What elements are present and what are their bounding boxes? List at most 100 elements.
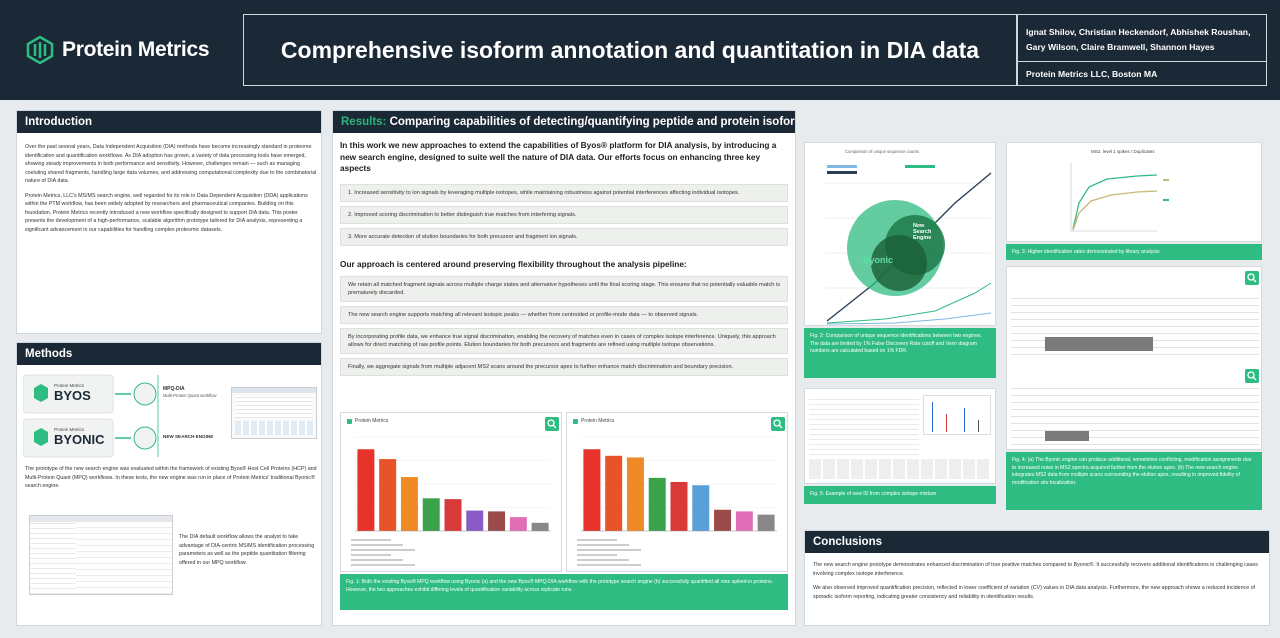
fig2-title: Comparison of unique sequence counts bbox=[845, 149, 919, 154]
fig3-caption: Fig. 3: Higher identification rates demo… bbox=[1006, 244, 1262, 260]
results-heading: Results: Comparing capabilities of detec… bbox=[333, 111, 795, 133]
fig2-caption: Fig. 2: Comparison of unique sequence id… bbox=[804, 328, 996, 378]
bar bbox=[757, 514, 775, 531]
fig3-line-chart bbox=[1070, 163, 1169, 232]
legend-entry bbox=[351, 539, 391, 541]
fig1-panel-b: Protein Metrics bbox=[566, 412, 788, 572]
magnifier-icon bbox=[1247, 273, 1257, 283]
list-item: 2. Improved scoring discrimination to be… bbox=[340, 206, 788, 224]
bar bbox=[692, 485, 710, 531]
authors-box: Ignat Shilov, Christian Heckendorf, Abhi… bbox=[1017, 14, 1267, 86]
authors: Ignat Shilov, Christian Heckendorf, Abhi… bbox=[1026, 27, 1251, 52]
legend-entry bbox=[351, 564, 415, 566]
list-item: 3. More accurate detection of elution bo… bbox=[340, 228, 788, 246]
bar bbox=[531, 522, 549, 531]
fig1a-bar-chart bbox=[351, 436, 551, 566]
list-item: 1. Increased sensitivity to ion signals … bbox=[340, 184, 788, 202]
results-lead: In this work we new approaches to extend… bbox=[340, 140, 777, 173]
fig4-caption: Fig. 4: (a) The Byonic engine can produc… bbox=[1006, 452, 1262, 510]
approach-list: We retain all matched fragment signals a… bbox=[340, 276, 788, 380]
fig-brand-label: Protein Metrics bbox=[581, 418, 615, 424]
zoom-button[interactable] bbox=[545, 417, 559, 431]
fig4b-table bbox=[1011, 387, 1259, 445]
bar bbox=[735, 511, 753, 531]
introduction-card: Introduction Over the past several years… bbox=[16, 110, 322, 334]
conclusions-text: The new search engine prototype demonstr… bbox=[813, 561, 1263, 607]
bar bbox=[488, 511, 506, 531]
bar bbox=[466, 510, 484, 531]
fig-brand: Protein Metrics bbox=[347, 418, 388, 424]
fig1b-bar-chart bbox=[577, 436, 777, 566]
byos-small-label: Protein Metrics bbox=[54, 383, 85, 388]
spectrum-plot bbox=[923, 395, 991, 435]
legend-entry bbox=[351, 544, 403, 546]
legend-entry bbox=[577, 539, 617, 541]
zoom-button[interactable] bbox=[1245, 271, 1259, 285]
introduction-text: Over the past several years, Data Indepe… bbox=[25, 143, 317, 240]
list-item: The new search engine supports matching … bbox=[340, 306, 788, 324]
legend-entry bbox=[577, 549, 641, 551]
poster-title: Comprehensive isoform annotation and qua… bbox=[280, 36, 980, 63]
affiliation: Protein Metrics LLC, Boston MA bbox=[1026, 69, 1158, 79]
list-item: By incorporating profile data, we enhanc… bbox=[340, 328, 788, 354]
legend-entry bbox=[577, 554, 617, 556]
magnifier-icon bbox=[547, 419, 557, 429]
bar bbox=[422, 498, 440, 531]
mpq-label: MPQ-DIA bbox=[163, 386, 185, 392]
bar bbox=[626, 457, 644, 531]
fig3-panel: MS2, level 1 spikes / Duplicates bbox=[1006, 142, 1262, 242]
fig3-title: MS2, level 1 spikes / Duplicates bbox=[1091, 149, 1155, 154]
venn-byonic-label: Byonic bbox=[863, 255, 894, 265]
introduction-heading: Introduction bbox=[17, 111, 321, 133]
magnifier-icon bbox=[773, 419, 783, 429]
bar bbox=[583, 449, 601, 531]
fig5-caption: Fig. 5: Example of new ID from complex i… bbox=[804, 486, 996, 504]
bar bbox=[357, 449, 375, 531]
mpq-sub-label: Multi-Protein Quant workflow bbox=[163, 393, 217, 398]
screenshot-thumbnail bbox=[231, 387, 317, 439]
bar bbox=[605, 455, 623, 531]
divider bbox=[1018, 61, 1266, 62]
methods-paragraph: The DIA default workflow allows the anal… bbox=[179, 534, 315, 566]
protein-metrics-logo-icon bbox=[26, 36, 54, 64]
conclusions-paragraph: We also observed improved quantification… bbox=[813, 585, 1256, 600]
results-heading-bold: Results: bbox=[341, 116, 387, 128]
fig-brand: Protein Metrics bbox=[573, 418, 614, 424]
poster-header: Protein Metrics Comprehensive isoform an… bbox=[0, 0, 1280, 100]
zoom-button[interactable] bbox=[1245, 369, 1259, 383]
byonic-label: BYONIC bbox=[54, 432, 105, 447]
venn-new-engine-label: New Search Engine bbox=[913, 223, 932, 241]
new-engine-label: NEW SEARCH ENGINE bbox=[163, 434, 214, 439]
results-heading-text: Comparing capabilities of detecting/quan… bbox=[386, 116, 795, 128]
bar bbox=[509, 517, 527, 531]
approach-heading: Our approach is centered around preservi… bbox=[340, 259, 687, 269]
legend-entry bbox=[577, 559, 629, 561]
zoom-button[interactable] bbox=[771, 417, 785, 431]
fig-brand-label: Protein Metrics bbox=[355, 418, 389, 424]
legend-entry bbox=[351, 549, 415, 551]
title-box: Comprehensive isoform annotation and qua… bbox=[243, 14, 1017, 86]
bar bbox=[670, 481, 688, 531]
brand-logo-icon bbox=[573, 418, 578, 424]
methods-heading: Methods bbox=[17, 343, 321, 365]
fig1-caption: Fig. 1: Both the existing Byos® MPQ work… bbox=[340, 574, 788, 610]
aspects-list: 1. Increased sensitivity to ion signals … bbox=[340, 184, 788, 250]
bar bbox=[714, 509, 732, 531]
legend-entry bbox=[577, 544, 629, 546]
brand-name: Protein Metrics bbox=[62, 38, 210, 61]
bar bbox=[444, 499, 462, 531]
workflow-diagram-graphic bbox=[22, 374, 159, 458]
fig1-panel-a: Protein Metrics bbox=[340, 412, 562, 572]
methods-paragraph: The prototype of the new search engine w… bbox=[25, 466, 317, 489]
brand-logo: Protein Metrics bbox=[26, 36, 210, 64]
fig2-panel: Comparison of unique sequence counts Byo… bbox=[804, 142, 996, 326]
brand-logo-icon bbox=[347, 418, 352, 424]
fig4a-table bbox=[1011, 295, 1259, 355]
list-item: Finally, we aggregate signals from multi… bbox=[340, 358, 788, 376]
bar bbox=[648, 477, 666, 531]
methods-card: Methods Protein Metrics BYOS Protein Met… bbox=[16, 342, 322, 626]
spectrum-table bbox=[809, 395, 919, 455]
legend-entry bbox=[351, 554, 391, 556]
conclusions-paragraph: The new search engine prototype demonstr… bbox=[813, 562, 1258, 577]
